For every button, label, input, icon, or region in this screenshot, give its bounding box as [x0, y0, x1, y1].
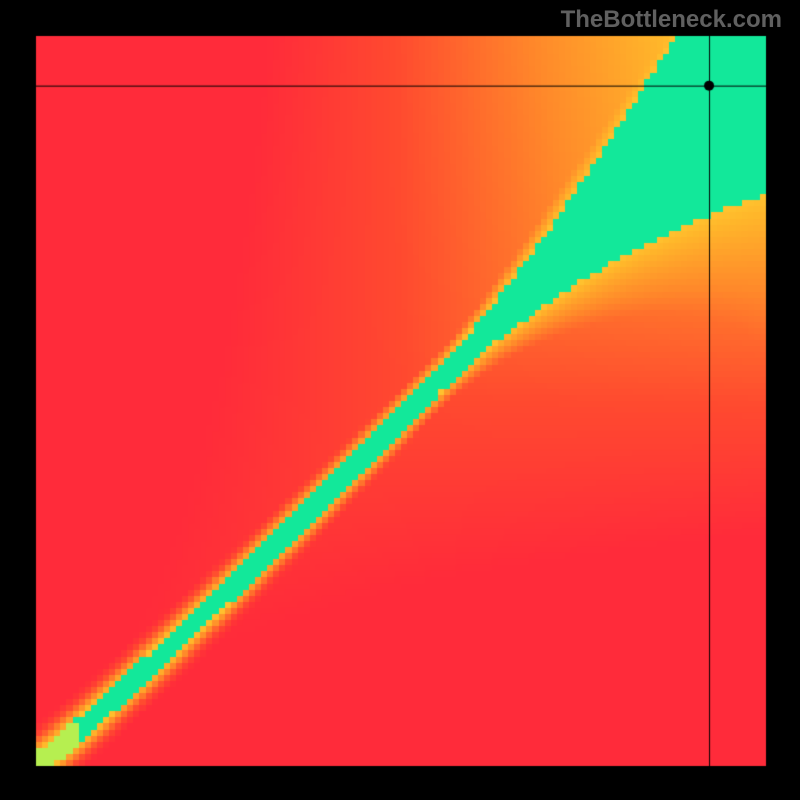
watermark-text: TheBottleneck.com	[561, 6, 782, 34]
bottleneck-heatmap	[0, 0, 800, 800]
